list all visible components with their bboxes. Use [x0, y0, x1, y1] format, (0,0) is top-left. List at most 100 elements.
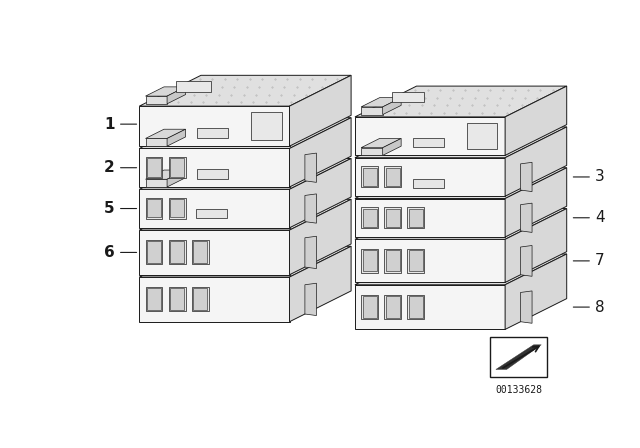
Text: 3: 3 — [595, 169, 605, 185]
Polygon shape — [305, 283, 316, 315]
Polygon shape — [305, 194, 316, 223]
Text: 8: 8 — [595, 300, 605, 314]
Polygon shape — [383, 98, 401, 115]
Polygon shape — [147, 241, 161, 263]
Polygon shape — [407, 295, 424, 319]
Polygon shape — [289, 246, 351, 322]
Polygon shape — [520, 246, 532, 276]
Polygon shape — [384, 166, 401, 187]
Polygon shape — [363, 168, 376, 186]
Polygon shape — [505, 86, 566, 155]
Text: 6: 6 — [104, 245, 115, 260]
Polygon shape — [140, 199, 351, 230]
Polygon shape — [197, 169, 228, 178]
Polygon shape — [386, 250, 399, 271]
Polygon shape — [413, 178, 444, 188]
Polygon shape — [355, 127, 566, 158]
Polygon shape — [355, 239, 505, 282]
Polygon shape — [363, 296, 376, 318]
Polygon shape — [145, 87, 186, 96]
Polygon shape — [520, 162, 532, 192]
Polygon shape — [167, 170, 186, 187]
Polygon shape — [355, 254, 566, 285]
Polygon shape — [361, 98, 401, 107]
Polygon shape — [167, 129, 186, 146]
Polygon shape — [407, 207, 424, 228]
Polygon shape — [305, 236, 316, 269]
Polygon shape — [192, 287, 209, 311]
Polygon shape — [289, 118, 351, 187]
Polygon shape — [140, 159, 351, 189]
Polygon shape — [140, 246, 351, 277]
Polygon shape — [386, 296, 399, 318]
Polygon shape — [168, 157, 186, 178]
Text: 7: 7 — [595, 254, 605, 268]
Polygon shape — [355, 168, 566, 198]
Polygon shape — [361, 207, 378, 228]
Polygon shape — [196, 209, 227, 218]
Polygon shape — [520, 291, 532, 323]
Polygon shape — [145, 198, 163, 219]
Polygon shape — [145, 157, 163, 178]
Polygon shape — [305, 153, 316, 182]
Polygon shape — [361, 107, 383, 115]
Polygon shape — [145, 129, 186, 138]
Polygon shape — [170, 159, 184, 177]
Polygon shape — [140, 118, 351, 148]
Polygon shape — [145, 287, 163, 311]
Polygon shape — [170, 241, 184, 263]
Polygon shape — [409, 208, 422, 227]
Polygon shape — [193, 289, 207, 310]
Polygon shape — [140, 277, 289, 322]
Polygon shape — [386, 208, 399, 227]
Polygon shape — [384, 207, 401, 228]
Text: 1: 1 — [104, 116, 115, 132]
Polygon shape — [505, 168, 566, 237]
Polygon shape — [140, 148, 289, 187]
Polygon shape — [355, 86, 566, 117]
Polygon shape — [289, 75, 351, 146]
Text: 5: 5 — [104, 201, 115, 216]
Polygon shape — [145, 96, 167, 104]
Polygon shape — [361, 166, 378, 187]
Polygon shape — [355, 117, 505, 155]
Polygon shape — [505, 254, 566, 329]
Polygon shape — [168, 287, 186, 311]
Polygon shape — [413, 138, 444, 147]
Polygon shape — [496, 345, 541, 370]
Text: 00133628: 00133628 — [495, 385, 542, 395]
Polygon shape — [383, 138, 401, 155]
Polygon shape — [355, 208, 566, 239]
Polygon shape — [251, 112, 282, 140]
Polygon shape — [386, 168, 399, 186]
Polygon shape — [140, 106, 289, 146]
Polygon shape — [361, 295, 378, 319]
Polygon shape — [145, 170, 186, 179]
Polygon shape — [167, 87, 186, 104]
Polygon shape — [384, 295, 401, 319]
Polygon shape — [392, 92, 424, 102]
Polygon shape — [168, 198, 186, 219]
Polygon shape — [147, 289, 161, 310]
Polygon shape — [407, 249, 424, 272]
Polygon shape — [147, 159, 161, 177]
Polygon shape — [289, 199, 351, 275]
Text: 4: 4 — [595, 210, 605, 225]
Polygon shape — [409, 250, 422, 271]
Polygon shape — [140, 75, 351, 106]
Polygon shape — [140, 189, 289, 228]
Polygon shape — [145, 138, 167, 146]
Polygon shape — [361, 249, 378, 272]
Polygon shape — [289, 159, 351, 228]
Polygon shape — [176, 82, 211, 92]
Polygon shape — [193, 241, 207, 263]
Polygon shape — [409, 296, 422, 318]
Polygon shape — [363, 208, 376, 227]
Polygon shape — [363, 250, 376, 271]
Polygon shape — [505, 127, 566, 196]
Polygon shape — [147, 199, 161, 217]
Polygon shape — [355, 158, 505, 196]
Text: 2: 2 — [104, 160, 115, 175]
Polygon shape — [197, 129, 228, 138]
Polygon shape — [145, 179, 167, 187]
